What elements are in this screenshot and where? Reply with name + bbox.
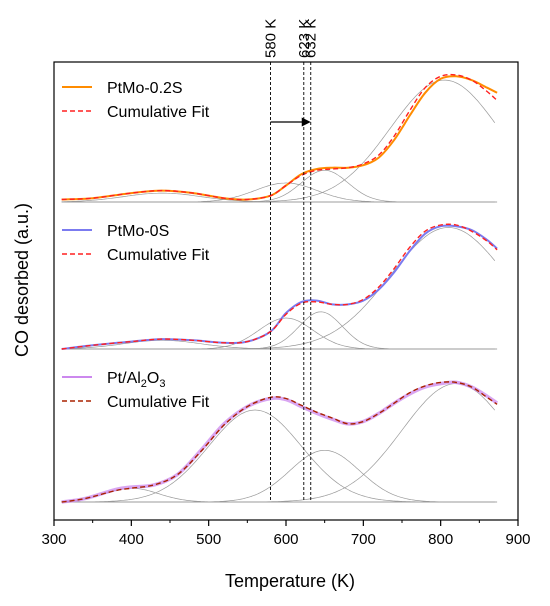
- fit-curve-2: [61, 223, 498, 350]
- curves: [61, 73, 499, 504]
- y-axis-title: CO desorbed (a.u.): [12, 203, 32, 357]
- legend-label: Cumulative Fit: [107, 247, 210, 264]
- fit-component: [61, 79, 496, 203]
- legend-label: Cumulative Fit: [107, 104, 210, 121]
- legend-label: Pt/Al2O3: [107, 370, 166, 390]
- reference-line-label: 580 K: [263, 19, 280, 58]
- reference-line-label: 623 K: [296, 19, 313, 58]
- x-tick-label: 800: [428, 531, 453, 548]
- fit-component: [61, 383, 496, 503]
- legend-label: PtMo-0S: [107, 223, 169, 240]
- fit-components: [61, 79, 498, 503]
- legend-label: Cumulative Fit: [107, 394, 210, 411]
- x-tick-label: 600: [273, 531, 298, 548]
- plot-frame: [53, 61, 519, 521]
- measured-curve-2: [61, 224, 498, 350]
- axes: Temperature (K) CO desorbed (a.u.) 300 40…: [12, 203, 531, 591]
- measured-curve-3: [61, 380, 499, 504]
- reference-line-label: 632 K: [303, 19, 320, 58]
- x-tick-label: 400: [119, 531, 144, 548]
- fit-component: [61, 227, 496, 350]
- x-tick-label: 500: [196, 531, 221, 548]
- shift-arrow-head: [301, 117, 311, 127]
- plot-border: [53, 61, 519, 521]
- fit-component: [61, 169, 495, 203]
- fit-component: [61, 449, 495, 503]
- fit-component: [61, 409, 495, 503]
- x-axis-title: Temperature (K): [225, 571, 355, 591]
- fit-curve-3: [61, 381, 498, 503]
- legend-label: PtMo-0.2S: [107, 80, 183, 97]
- legends: PtMo-0.2S Cumulative Fit PtMo-0S Cumulative…: [62, 80, 210, 411]
- fit-curve-1: [61, 73, 498, 201]
- x-tick-label: 900: [505, 531, 530, 548]
- x-tick-label: 300: [41, 531, 66, 548]
- x-tick-label: 700: [351, 531, 376, 548]
